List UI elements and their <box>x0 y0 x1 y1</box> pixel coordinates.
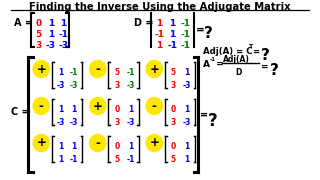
Text: 1: 1 <box>58 155 63 164</box>
Circle shape <box>146 134 162 152</box>
Text: 1: 1 <box>48 19 54 28</box>
Text: +: + <box>36 136 46 150</box>
Text: 1: 1 <box>184 68 189 77</box>
Text: 5: 5 <box>114 155 119 164</box>
Text: 3: 3 <box>114 81 120 90</box>
Text: -1: -1 <box>167 41 178 50</box>
Text: 1: 1 <box>169 30 176 39</box>
Text: -1: -1 <box>154 30 164 39</box>
Text: -1: -1 <box>126 68 134 77</box>
Circle shape <box>33 60 49 78</box>
Text: +: + <box>93 100 103 112</box>
Text: 1: 1 <box>128 142 133 151</box>
Text: Finding the Inverse Using the Adjugate Matrix: Finding the Inverse Using the Adjugate M… <box>29 2 291 12</box>
Circle shape <box>33 134 49 152</box>
Text: 5: 5 <box>35 30 42 39</box>
Text: -3: -3 <box>70 118 78 127</box>
Text: 3: 3 <box>35 41 42 50</box>
Text: 0: 0 <box>171 142 176 151</box>
Text: =: = <box>253 47 263 56</box>
Text: D =: D = <box>134 18 154 28</box>
Text: -: - <box>95 136 100 150</box>
Text: -1: -1 <box>181 19 191 28</box>
Circle shape <box>90 60 106 78</box>
Text: -1: -1 <box>181 41 191 50</box>
Text: -: - <box>95 62 100 75</box>
Text: 5: 5 <box>114 68 119 77</box>
Text: -3: -3 <box>56 118 65 127</box>
Text: -3: -3 <box>126 81 134 90</box>
Text: +: + <box>149 62 159 75</box>
Text: 1: 1 <box>184 105 189 114</box>
Text: -3: -3 <box>183 81 191 90</box>
Text: -1: -1 <box>58 30 68 39</box>
Text: 0: 0 <box>114 105 120 114</box>
Text: 1: 1 <box>71 142 76 151</box>
Circle shape <box>146 98 162 114</box>
Text: -3: -3 <box>58 41 68 50</box>
Text: 0: 0 <box>171 105 176 114</box>
Text: 1: 1 <box>156 19 162 28</box>
Text: =: = <box>200 110 212 120</box>
Text: D: D <box>236 68 242 77</box>
Text: T: T <box>248 44 252 49</box>
Text: =: = <box>196 25 209 35</box>
Text: 1: 1 <box>169 19 176 28</box>
Text: 3: 3 <box>114 118 120 127</box>
Circle shape <box>90 134 106 152</box>
Text: -: - <box>152 100 157 112</box>
Text: -3: -3 <box>46 41 56 50</box>
Text: 1: 1 <box>58 142 63 151</box>
Text: 1: 1 <box>58 68 63 77</box>
Text: -1: -1 <box>70 68 78 77</box>
Text: -3: -3 <box>56 81 65 90</box>
Text: ?: ? <box>204 26 213 41</box>
Text: 1: 1 <box>156 41 162 50</box>
Text: 0: 0 <box>114 142 120 151</box>
Text: C =: C = <box>11 107 29 117</box>
Text: 1: 1 <box>60 19 67 28</box>
Text: ?: ? <box>208 112 218 130</box>
Text: Adj(A) = C: Adj(A) = C <box>203 47 252 56</box>
Text: +: + <box>36 62 46 75</box>
Text: -1: -1 <box>126 155 134 164</box>
Text: =: = <box>216 60 223 69</box>
Text: +: + <box>149 136 159 150</box>
Text: 1: 1 <box>128 105 133 114</box>
Circle shape <box>90 98 106 114</box>
Circle shape <box>146 60 162 78</box>
Text: -3: -3 <box>183 118 191 127</box>
Text: 5: 5 <box>171 155 176 164</box>
Text: 5: 5 <box>171 68 176 77</box>
Text: A: A <box>203 60 210 69</box>
Text: Adj(A): Adj(A) <box>223 55 250 64</box>
Text: ?: ? <box>270 63 279 78</box>
Text: 3: 3 <box>171 118 176 127</box>
Text: 1: 1 <box>184 142 189 151</box>
Text: =: = <box>260 62 271 71</box>
Text: 1: 1 <box>58 105 63 114</box>
Text: 0: 0 <box>35 19 42 28</box>
Text: -1: -1 <box>210 57 216 62</box>
Text: -: - <box>39 100 44 112</box>
Text: -1: -1 <box>70 155 78 164</box>
Text: 1: 1 <box>184 155 189 164</box>
Text: A =: A = <box>14 18 34 28</box>
Text: -3: -3 <box>126 118 134 127</box>
Text: -3: -3 <box>70 81 78 90</box>
Text: 1: 1 <box>71 105 76 114</box>
Text: ?: ? <box>260 48 269 63</box>
Text: -1: -1 <box>181 30 191 39</box>
Text: 1: 1 <box>48 30 54 39</box>
Text: 3: 3 <box>171 81 176 90</box>
Circle shape <box>33 98 49 114</box>
